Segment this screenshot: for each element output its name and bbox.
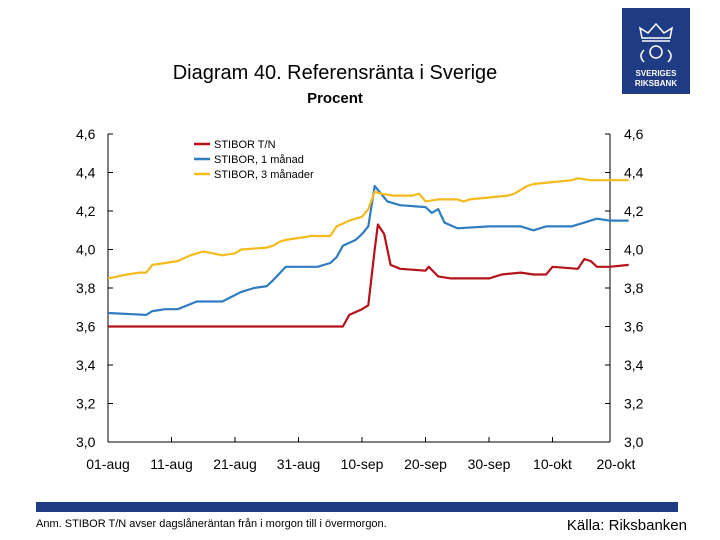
series-line-stibor-t-n [108,223,629,328]
x-tick-label: 21-aug [213,456,257,472]
crown-emblem-icon [638,22,674,63]
series-lines [107,177,629,328]
series-line-stibor-1-m-nad [107,184,629,316]
legend-label: STIBOR, 1 månad [214,154,304,166]
chart-subtitle: Procent [307,90,363,107]
y-tick-label-left: 4,0 [76,242,96,258]
y-tick-label-left: 3,4 [76,357,96,373]
y-tick-label-right: 3,6 [624,319,644,335]
y-tick-label-right: 3,2 [624,396,644,412]
y-tick-label-left: 3,0 [76,434,96,450]
logo-text-line2: RIKSBANK [635,79,677,88]
y-tick-label-right: 4,2 [624,203,644,219]
footer-bar [36,502,678,512]
x-tick-label: 20-sep [404,456,447,472]
chart-axes: 3,0 3,0 3,2 3,2 3,4 3,4 3,6 3,6 3,8 3,8 4,0 4,0 4,2 4… [76,126,644,472]
y-tick-label-right: 3,0 [624,434,644,450]
series-line-stibor-3-m-nader [107,177,629,280]
x-tick-label: 01-aug [86,456,130,472]
x-tick-label: 30-sep [468,456,511,472]
y-tick-label-left: 3,6 [76,319,96,335]
x-tick-label: 20-okt [597,456,636,472]
x-tick-label: 10-okt [533,456,572,472]
logo-text-line1: SVERIGES [636,69,678,78]
y-tick-label-right: 3,4 [624,357,644,373]
y-tick-label-left: 4,2 [76,203,96,219]
y-tick-label-right: 4,0 [624,242,644,258]
logo-background [622,8,690,94]
riksbank-logo: SVERIGES RIKSBANK [622,8,690,94]
legend-label: STIBOR T/N [214,139,276,151]
y-tick-label-left: 3,2 [76,396,96,412]
legend-label: STIBOR, 3 månader [214,169,314,181]
y-tick-label-left: 3,8 [76,280,96,296]
x-tick-label: 11-aug [150,456,193,472]
chart-title: Diagram 40. Referensränta i Sverige [172,62,498,84]
source-label: Källa: Riksbanken [566,517,687,534]
y-tick-label-left: 4,6 [76,126,96,142]
footnote: Anm. STIBOR T/N avser dagslåneräntan frå… [36,518,387,530]
x-tick-label: 31-aug [277,456,321,472]
y-tick-label-right: 4,4 [624,165,644,181]
x-tick-label: 10-sep [341,456,384,472]
y-tick-label-right: 4,6 [624,126,644,142]
y-tick-label-left: 4,4 [76,165,96,181]
legend: STIBOR T/N STIBOR, 1 månad STIBOR, 3 månad… [194,139,314,181]
y-tick-label-right: 3,8 [624,280,644,296]
line-chart: 3,0 3,0 3,2 3,2 3,4 3,4 3,6 3,6 3,8 3,8 4,0 4,0 4,2 4… [76,126,644,472]
